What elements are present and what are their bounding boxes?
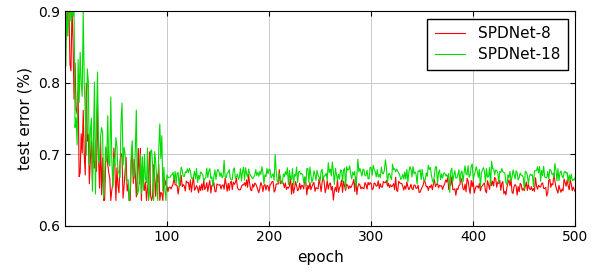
SPDNet-18 [307, 166, 314, 169]
Line: SPDNet-8: SPDNet-8 [66, 7, 576, 200]
SPDNet-18 [340, 169, 347, 172]
Line: SPDNet-18: SPDNet-18 [66, 7, 576, 200]
SPDNet-8 [481, 182, 488, 185]
Legend: SPDNet-8, SPDNet-18: SPDNet-8, SPDNet-18 [427, 19, 568, 70]
SPDNet-8 [339, 191, 346, 194]
SPDNet-18 [62, 64, 69, 67]
SPDNet-8 [62, 6, 69, 9]
SPDNet-18 [561, 170, 568, 173]
X-axis label: epoch: epoch [297, 250, 343, 265]
SPDNet-8 [305, 187, 312, 191]
Y-axis label: test error (%): test error (%) [17, 67, 33, 170]
SPDNet-18 [368, 166, 375, 169]
SPDNet-8 [572, 190, 579, 194]
SPDNet-18 [482, 181, 489, 184]
SPDNet-8 [308, 185, 315, 188]
SPDNet-18 [309, 177, 317, 180]
SPDNet-8 [100, 199, 107, 202]
SPDNet-8 [561, 177, 568, 181]
SPDNet-8 [366, 181, 374, 184]
SPDNet-18 [64, 6, 71, 9]
SPDNet-18 [572, 176, 579, 179]
SPDNet-18 [125, 199, 132, 202]
